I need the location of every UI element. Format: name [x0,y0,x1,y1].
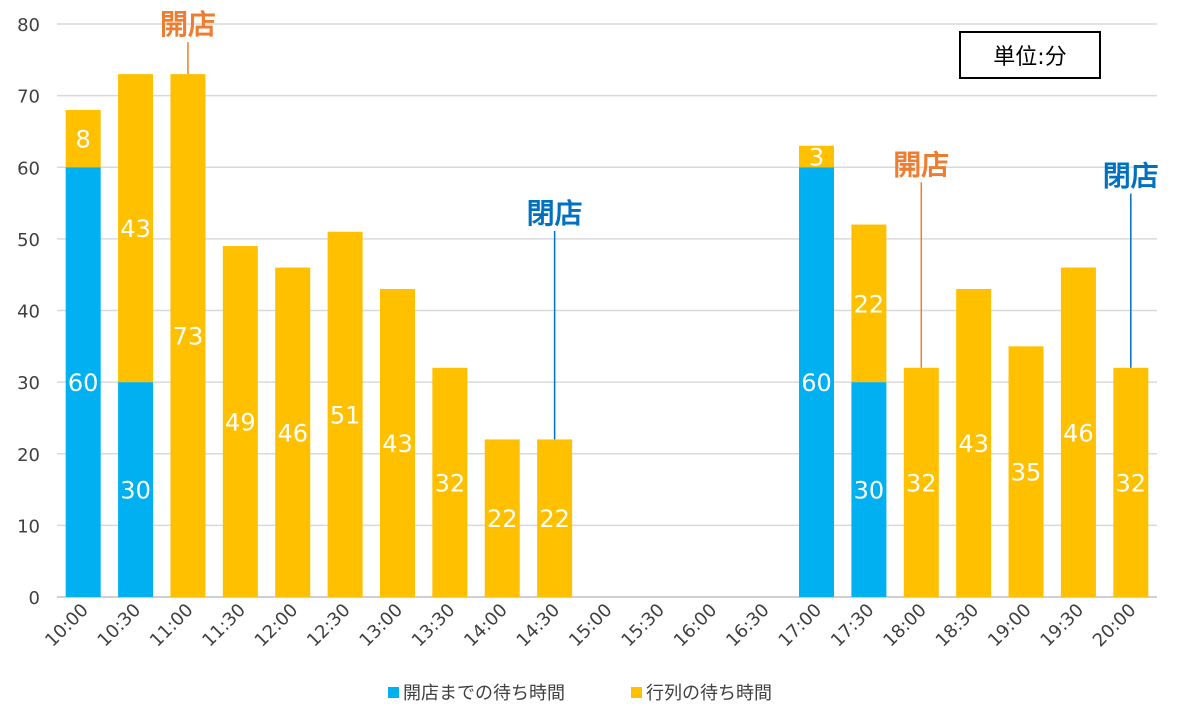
x-tick-label: 19:30 [1036,600,1088,652]
annotation-label: 開店 [160,8,216,41]
y-tick-label: 0 [29,588,40,609]
bar-segment [903,367,939,597]
bar-segment [1113,367,1149,597]
x-tick-label: 20:00 [1089,600,1141,652]
bar-value-label: 43 [120,215,151,243]
x-tick-label: 11:30 [198,600,250,652]
y-tick-label: 30 [17,373,40,394]
x-tick-label: 16:30 [722,600,774,652]
legend-swatch [388,687,399,698]
bar-segment [379,289,415,597]
bar-segment [537,439,573,597]
legend-swatch [631,687,642,698]
bar-value-label: 60 [801,369,832,397]
bar-segment [851,224,887,383]
bar-value-label: 22 [854,290,885,318]
bar-value-label: 46 [277,419,308,447]
annotation-label: 開店 [893,148,949,181]
bar-value-label: 60 [68,369,99,397]
unit-label: 単位:分 [959,31,1101,79]
bar-value-label: 43 [382,430,413,458]
x-tick-label: 15:00 [565,600,617,652]
x-tick-label: 18:30 [932,600,984,652]
bar-value-label: 46 [1063,419,1094,447]
x-tick-label: 12:30 [303,600,355,652]
x-tick-label: 12:00 [251,600,303,652]
bar-value-label: 51 [330,401,361,429]
bar-value-label: 30 [120,477,151,505]
x-tick-label: 10:00 [41,600,93,652]
x-tick-label: 11:00 [146,600,198,652]
bar-segment [799,145,835,168]
bar-value-label: 22 [539,505,570,533]
y-tick-label: 10 [17,516,40,537]
bar-value-label: 22 [487,505,518,533]
bar-segment [1060,267,1096,597]
bar-value-label: 30 [854,477,885,505]
x-tick-label: 14:00 [460,600,512,652]
x-tick-label: 19:00 [984,600,1036,652]
bar-value-label: 3 [809,144,824,172]
x-tick-label: 13:00 [355,600,407,652]
bar-value-label: 73 [173,323,204,351]
gridlines [57,23,1157,598]
bar-segment [432,367,468,597]
x-tick-label: 14:30 [513,600,565,652]
y-tick-label: 60 [17,158,40,179]
bar-segment [1008,346,1044,597]
bar-segment [170,74,206,597]
bar-value-label: 8 [76,126,91,154]
legend: 開店までの待ち時間 行列の待ち時間 [388,683,772,704]
y-axis: 0 10 20 30 40 50 60 70 80 [17,15,40,609]
x-tick-label: 17:00 [775,600,827,652]
bar-value-label: 32 [1116,469,1147,497]
bar-segment [65,109,101,168]
y-tick-label: 80 [17,15,40,36]
y-tick-label: 20 [17,445,40,466]
bar-segment [799,167,835,597]
y-tick-label: 50 [17,230,40,251]
bar-value-label: 43 [958,430,989,458]
x-tick-label: 17:30 [827,600,879,652]
annotation-label: 閉店 [527,197,583,230]
x-tick-label: 18:00 [879,600,931,652]
bar-segment [327,231,363,597]
bar-value-label: 32 [435,469,466,497]
y-tick-label: 40 [17,302,40,323]
bar-value-label: 35 [1011,459,1042,487]
bars: 60 8 30 43 73 49 46 51 43 32 22 22 60 3 30 22 32 43 35 46 32 [65,74,1149,597]
x-tick-label: 16:00 [670,600,722,652]
bar-segment [851,382,887,597]
legend-label: 行列の待ち時間 [646,683,772,704]
x-tick-label: 10:30 [94,600,146,652]
x-axis: 10:00 10:30 11:00 11:30 12:00 12:30 13:00 13:30… [41,600,1140,652]
bar-segment [118,74,154,383]
bar-segment [484,439,520,597]
bar-segment [222,246,258,597]
bar-value-label: 49 [225,409,256,437]
bar-value-label: 32 [906,469,937,497]
bar-segment [956,289,992,597]
bar-segment [118,382,154,597]
annotation-label: 閉店 [1103,160,1159,193]
bar-segment [65,167,101,597]
y-tick-label: 70 [17,87,40,108]
bar-segment [275,267,311,597]
x-tick-label: 15:30 [617,600,669,652]
legend-label: 開店までの待ち時間 [403,683,565,704]
x-tick-label: 13:30 [408,600,460,652]
